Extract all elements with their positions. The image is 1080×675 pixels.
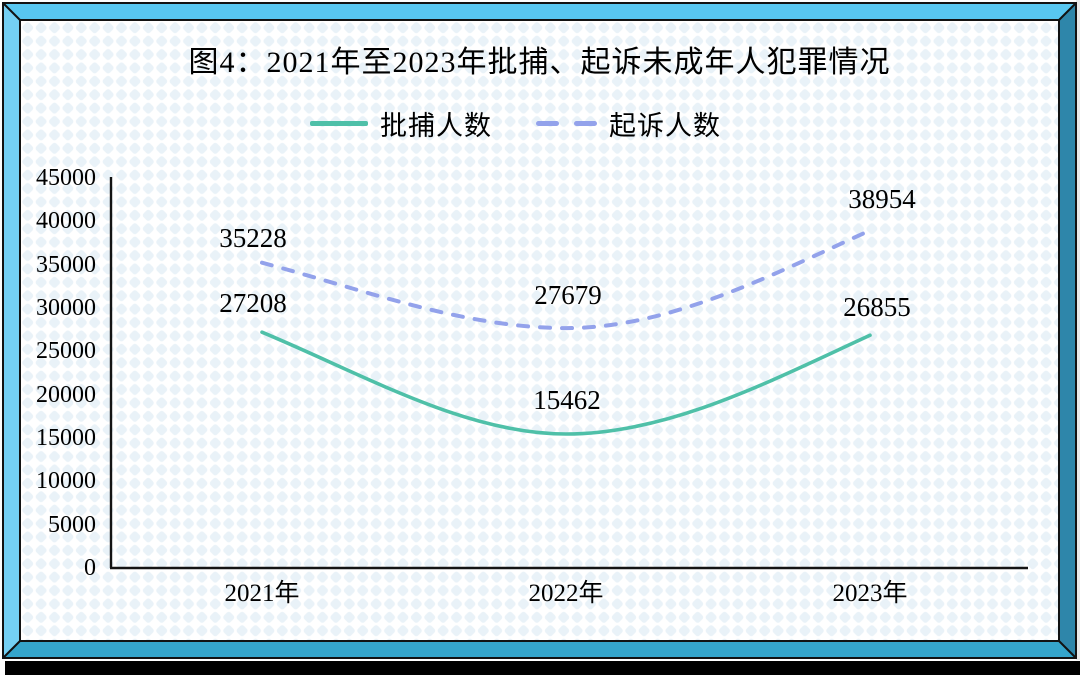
legend-line-sample-arrests <box>310 120 368 126</box>
legend-line-sample-prosecutions <box>536 120 597 126</box>
data-label-arrests-2021: 27208 <box>219 288 287 318</box>
x-tick-label-2022: 2022年 <box>528 580 604 607</box>
canvas-right-edge <box>1076 0 1080 660</box>
y-tick-label: 35000 <box>36 251 96 278</box>
data-label-arrests-2023: 26855 <box>843 292 911 322</box>
chart-card: 图4：2021年至2023年批捕、起诉未成年人犯罪情况 批捕人数 起诉人数 <box>21 21 1058 640</box>
y-tick-label: 25000 <box>36 338 96 365</box>
chart-frame: 图4：2021年至2023年批捕、起诉未成年人犯罪情况 批捕人数 起诉人数 <box>2 2 1077 659</box>
y-tick-label: 5000 <box>48 511 96 538</box>
data-label-prosecutions-2022: 27679 <box>534 280 602 310</box>
y-tick-label: 15000 <box>36 425 96 451</box>
legend-label-arrests: 批捕人数 <box>380 110 492 141</box>
y-tick-label: 30000 <box>36 295 96 321</box>
data-label-prosecutions-2021: 35228 <box>219 223 287 253</box>
y-tick-label: 20000 <box>36 381 96 408</box>
frame-band: 图4：2021年至2023年批捕、起诉未成年人犯罪情况 批捕人数 起诉人数 <box>4 4 1075 657</box>
chart-title: 图4：2021年至2023年批捕、起诉未成年人犯罪情况 <box>188 46 891 79</box>
y-tick-label: 40000 <box>36 208 96 235</box>
y-tick-label: 10000 <box>36 468 96 495</box>
prosecutions-line <box>260 228 872 331</box>
x-tick-label-2023: 2023年 <box>832 580 908 607</box>
frame-shadow <box>5 661 1080 675</box>
x-tick-label-2021: 2021年 <box>224 580 300 607</box>
y-tick-label: 45000 <box>36 165 96 191</box>
legend-dash-segment <box>574 120 597 126</box>
arrests-line <box>260 330 872 436</box>
data-label-arrests-2022: 15462 <box>533 385 601 415</box>
legend: 批捕人数 起诉人数 <box>310 105 721 141</box>
legend-dash-segment <box>536 120 559 126</box>
data-label-prosecutions-2023: 38954 <box>848 184 916 214</box>
plot-area <box>109 177 1028 570</box>
y-tick-label: 0 <box>84 555 96 581</box>
legend-label-prosecutions: 起诉人数 <box>609 110 721 141</box>
